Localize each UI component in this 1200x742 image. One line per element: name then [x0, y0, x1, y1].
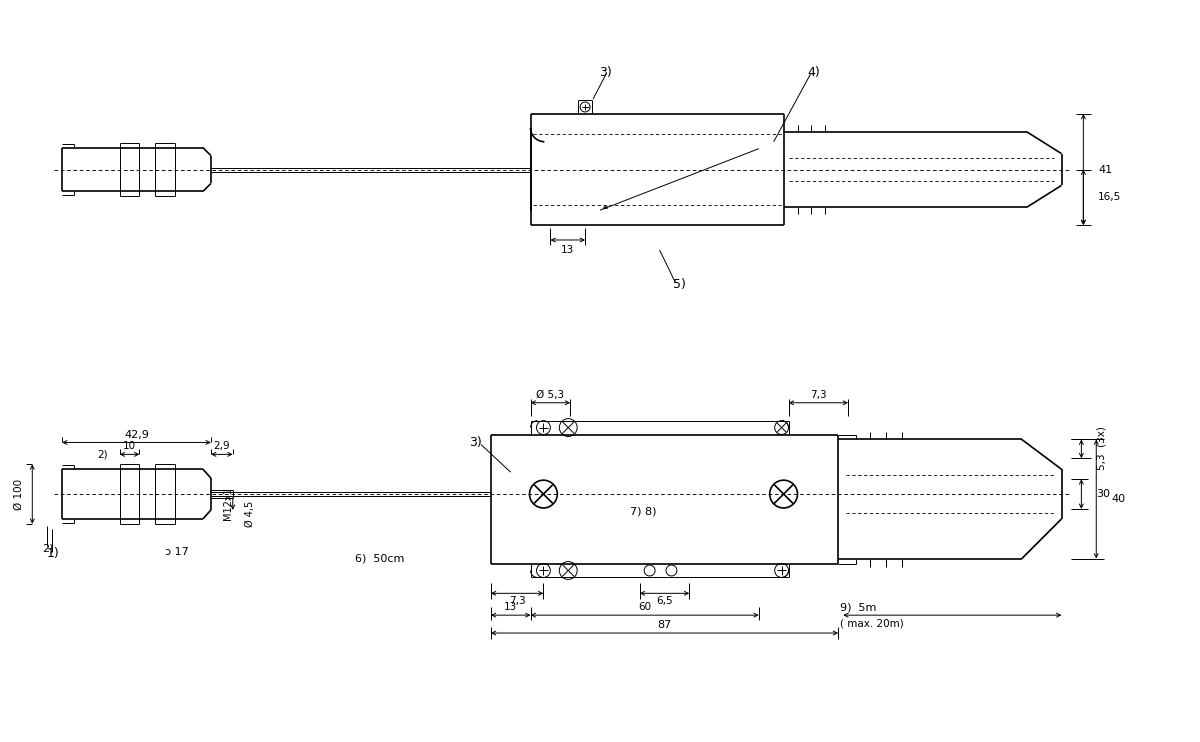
Text: 6,5: 6,5 [656, 597, 673, 606]
Text: 13: 13 [504, 603, 517, 612]
Text: 7) 8): 7) 8) [630, 507, 656, 517]
Text: 30: 30 [1097, 489, 1110, 499]
Text: 7,3: 7,3 [509, 597, 526, 606]
Text: 2,9: 2,9 [214, 441, 230, 451]
Text: 40: 40 [1111, 494, 1126, 504]
Text: Ø 100: Ø 100 [13, 479, 23, 510]
Text: 13: 13 [562, 245, 575, 255]
Text: 60: 60 [638, 603, 652, 612]
Text: 5): 5) [673, 278, 686, 291]
Text: 4): 4) [808, 66, 820, 79]
Text: 5,3  (3x): 5,3 (3x) [1097, 427, 1106, 470]
Text: Ø 4,5: Ø 4,5 [245, 501, 254, 527]
Text: 9)  5m: 9) 5m [840, 603, 876, 612]
Text: 87: 87 [658, 620, 672, 630]
Text: 10: 10 [122, 441, 136, 451]
Text: 7,3: 7,3 [810, 390, 827, 400]
Text: 2): 2) [97, 450, 108, 459]
Text: Ø 5,3: Ø 5,3 [536, 390, 564, 400]
Text: 2): 2) [42, 544, 54, 554]
Text: 3): 3) [469, 436, 481, 449]
Text: 16,5: 16,5 [1098, 192, 1122, 203]
Text: 41: 41 [1098, 165, 1112, 174]
Text: M12x1: M12x1 [223, 487, 233, 520]
Text: 42,9: 42,9 [124, 430, 149, 439]
Text: ( max. 20m): ( max. 20m) [840, 618, 904, 628]
Text: 3): 3) [599, 66, 611, 79]
Text: 6)  50cm: 6) 50cm [355, 554, 404, 564]
Text: ↄ 17: ↄ 17 [166, 547, 190, 556]
Text: 1): 1) [46, 547, 59, 560]
